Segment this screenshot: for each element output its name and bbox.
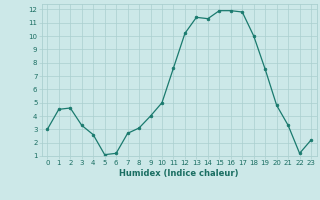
X-axis label: Humidex (Indice chaleur): Humidex (Indice chaleur) [119,169,239,178]
